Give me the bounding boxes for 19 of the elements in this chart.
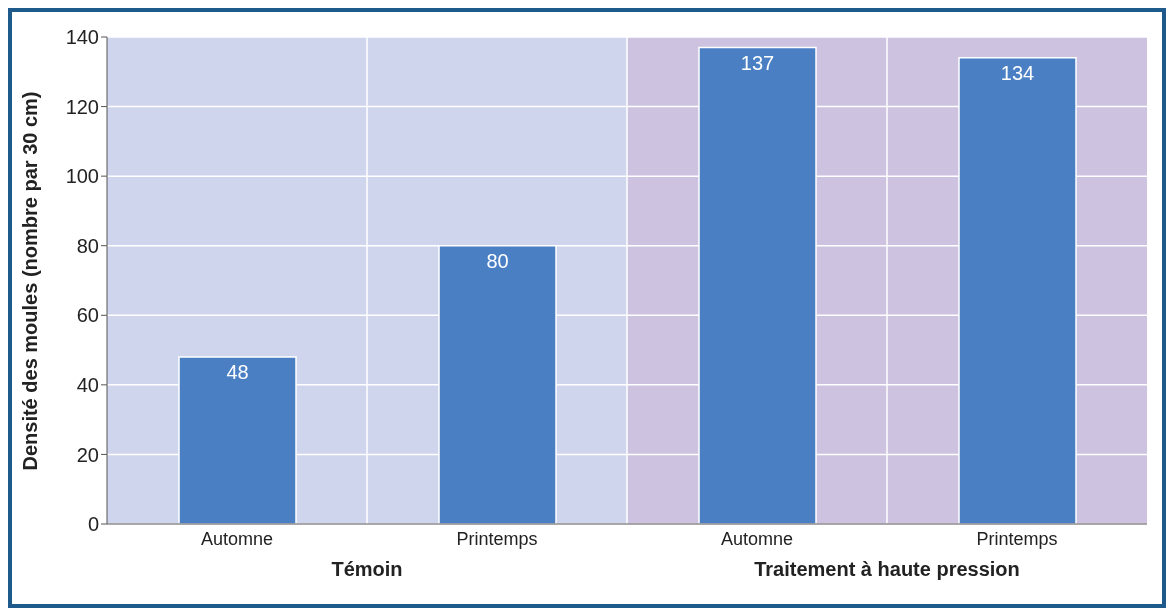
y-tick-label: 100: [65, 165, 99, 188]
x-tick-label: Printemps: [456, 528, 538, 549]
y-tick-label: 20: [76, 443, 99, 466]
data-label: 80: [486, 249, 509, 272]
x-tick-label: Printemps: [976, 528, 1058, 549]
text: Témoin: [330, 558, 404, 581]
text: Traitement à haute pression: [753, 558, 1021, 581]
data-label: 137: [740, 51, 775, 74]
data-label: 48: [226, 361, 249, 384]
y-tick-label: 40: [76, 373, 99, 396]
y-tick-label: 80: [76, 234, 99, 257]
y-tick-label: 140: [65, 26, 99, 49]
y-tick-label: 120: [65, 95, 99, 118]
y-axis-title: Densité des moules (nombre par 30 cm): [19, 91, 42, 471]
data-label: 134: [1000, 62, 1035, 85]
x-tick-label: Automne: [200, 528, 274, 549]
y-tick-label: 60: [76, 304, 99, 327]
x-tick-label: Automne: [720, 528, 794, 549]
y-tick-label: 0: [87, 513, 99, 536]
